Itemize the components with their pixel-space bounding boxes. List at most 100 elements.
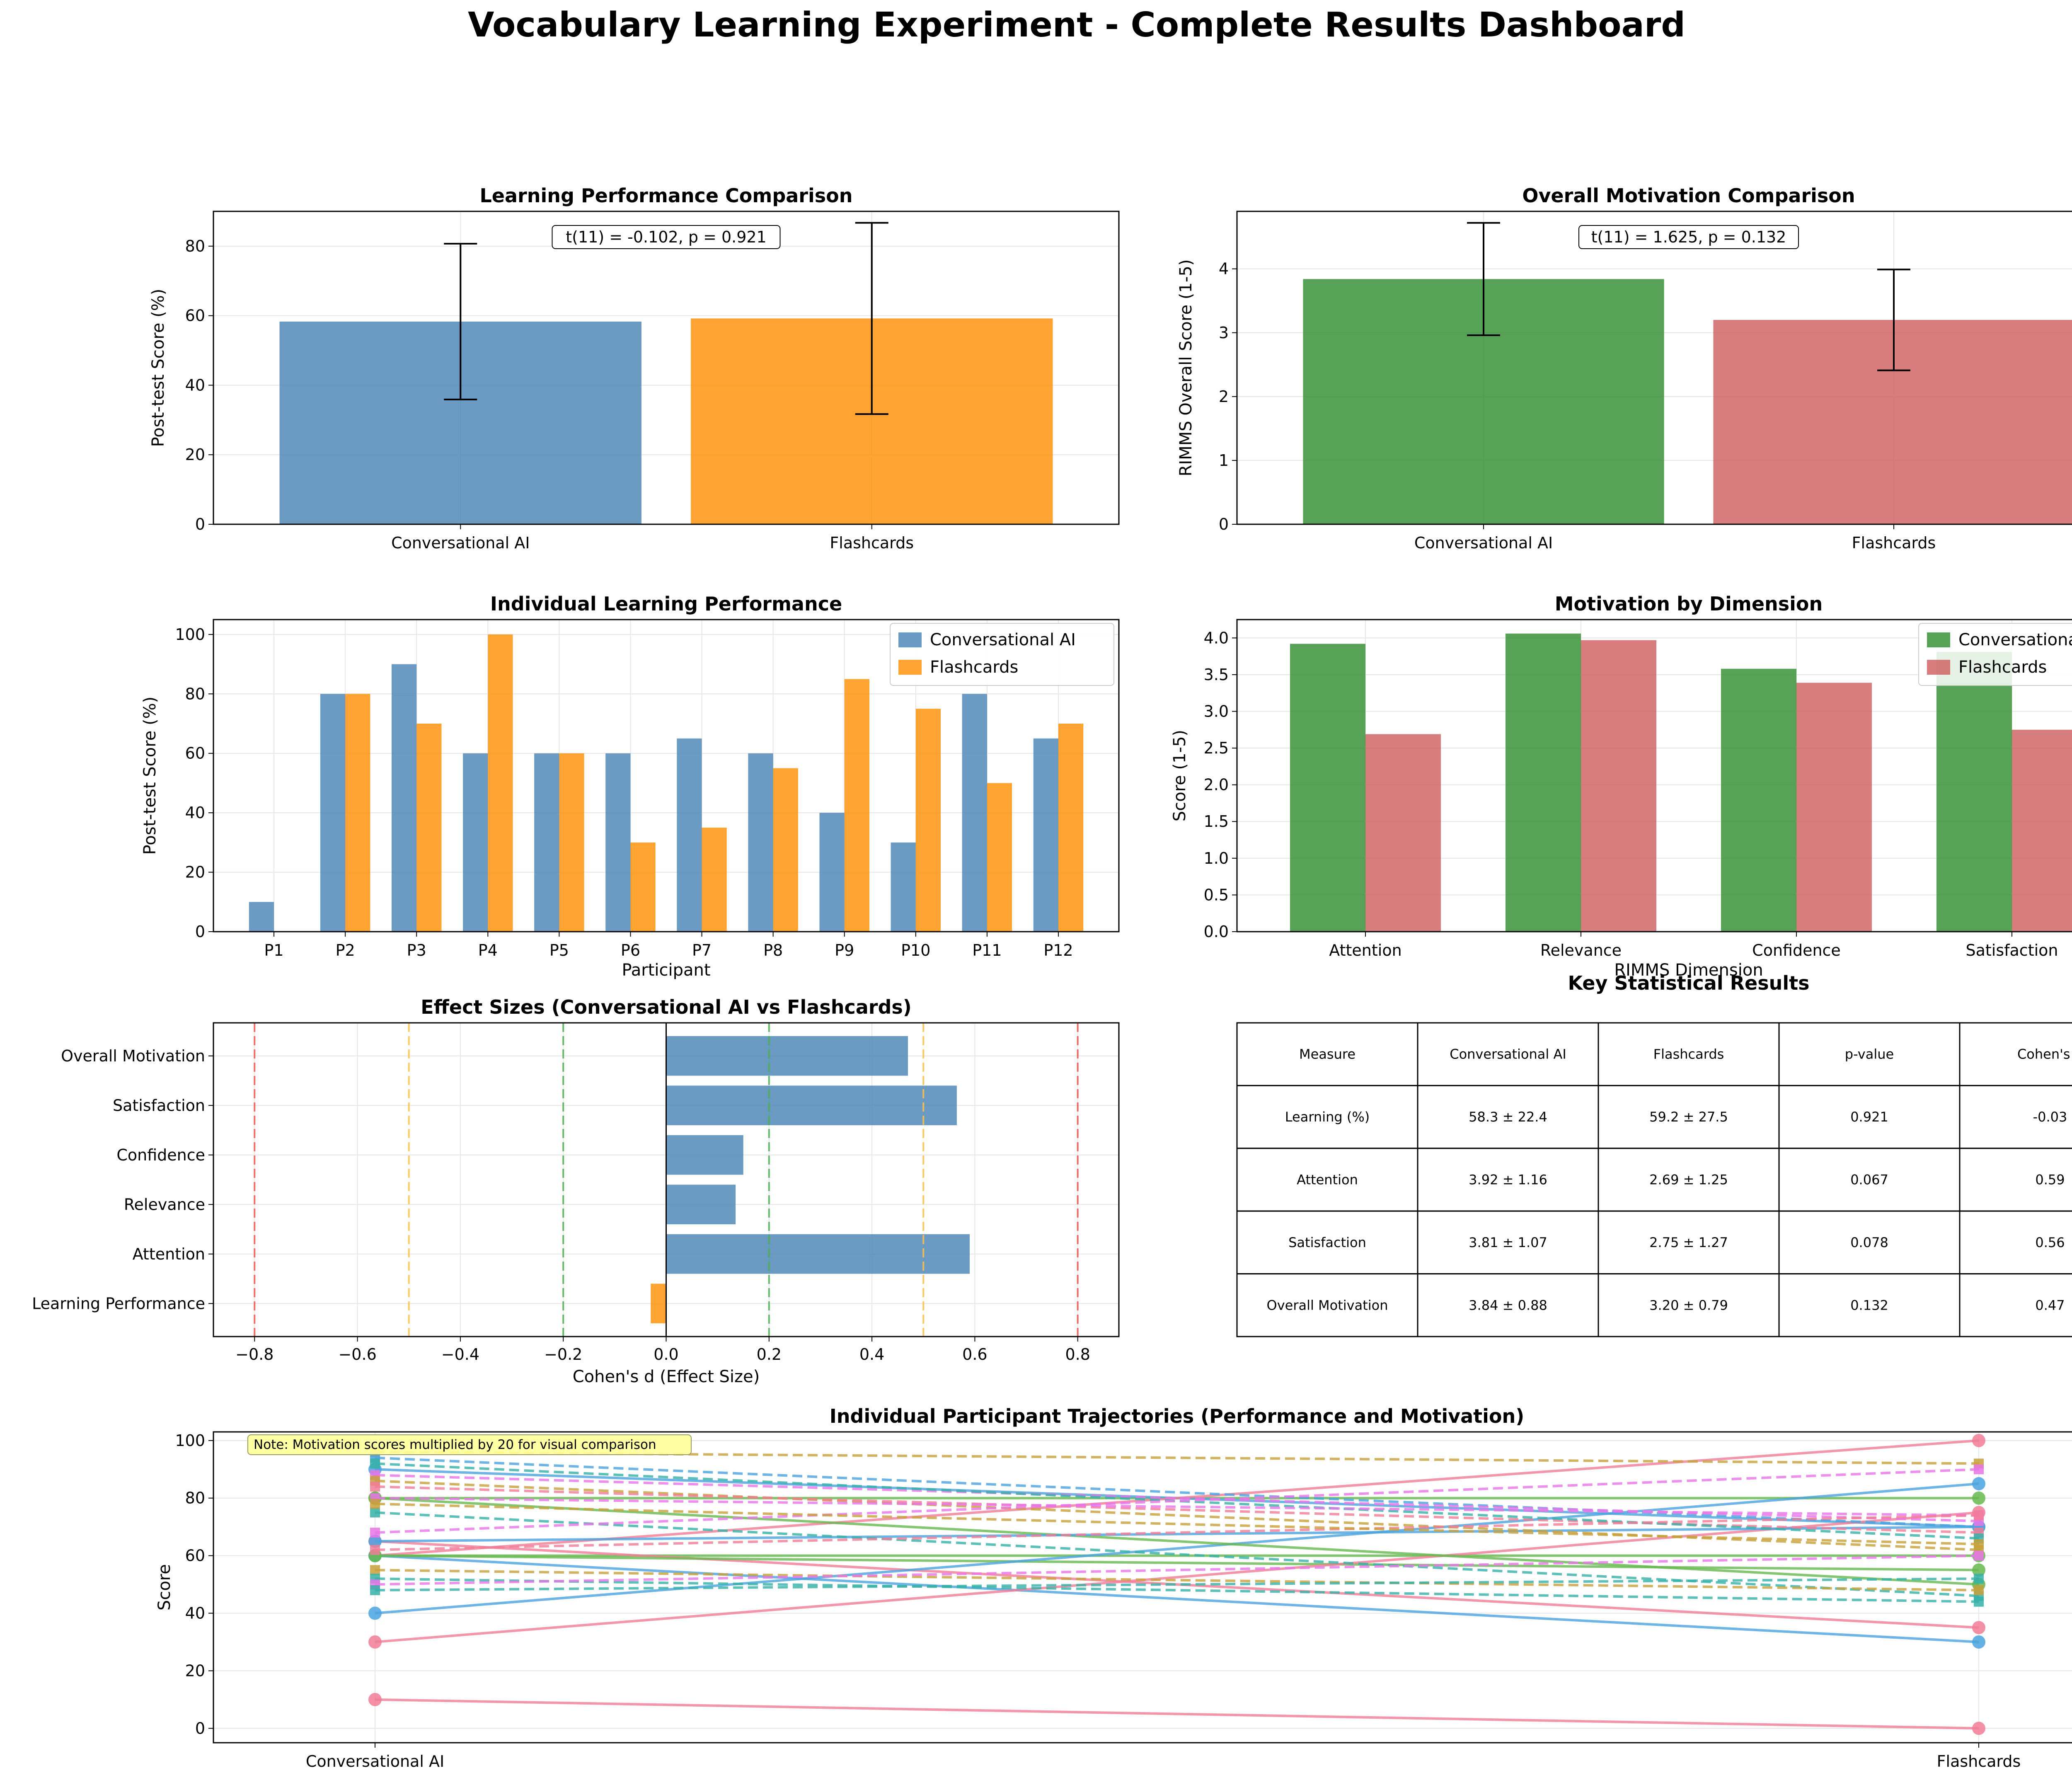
trajectories-xtick-label: Conversational AI bbox=[306, 1752, 444, 1770]
trajectories-note: Note: Motivation scores multiplied by 20… bbox=[254, 1437, 656, 1452]
trajectory-point bbox=[370, 1565, 380, 1575]
trajectory-point bbox=[368, 1606, 382, 1620]
trajectories-title: Individual Participant Trajectories (Per… bbox=[830, 1405, 1525, 1427]
trajectory-point bbox=[1972, 1563, 1985, 1577]
trajectory-point bbox=[1974, 1510, 1984, 1521]
table-cell-text: 0.921 bbox=[1850, 1109, 1888, 1125]
dimension-xtick-label: Satisfaction bbox=[1965, 941, 2058, 959]
effect-xtick-label: 0.8 bbox=[1065, 1345, 1090, 1364]
trajectories-ytick-label: 0 bbox=[195, 1719, 205, 1737]
table-cell-text: 3.92 ± 1.16 bbox=[1469, 1172, 1547, 1188]
table-cell-text: 3.20 ± 0.79 bbox=[1649, 1297, 1728, 1313]
effect-xtick-label: 0.0 bbox=[654, 1345, 678, 1364]
dimension-ytick-label: 3.5 bbox=[1204, 666, 1229, 684]
learning-ytick-label: 40 bbox=[185, 376, 205, 394]
table-cell-text: 0.59 bbox=[2035, 1172, 2065, 1188]
trajectories-xtick-label: Flashcards bbox=[1937, 1752, 2021, 1770]
trajectory-point bbox=[1972, 1722, 1985, 1735]
individual-ylabel: Post-test Score (%) bbox=[140, 697, 160, 855]
individual-bar bbox=[630, 842, 656, 932]
individual-ytick-label: 20 bbox=[185, 863, 205, 882]
table-cell bbox=[1778, 1085, 1961, 1149]
trajectory-line bbox=[375, 1540, 1979, 1629]
table-cell bbox=[1417, 1210, 1599, 1275]
trajectory-line bbox=[375, 1502, 1979, 1545]
table-cell-text: Overall Motivation bbox=[1267, 1297, 1388, 1313]
individual-bar bbox=[915, 709, 941, 932]
dimension-legend-swatch bbox=[1927, 632, 1950, 647]
trajectories-note-box bbox=[247, 1434, 692, 1455]
table-cell bbox=[1236, 1148, 1418, 1212]
individual-xtick-label: P5 bbox=[549, 941, 569, 959]
motivation-ytick-label: 3 bbox=[1219, 324, 1229, 342]
table-header-text: Conversational AI bbox=[1450, 1046, 1566, 1062]
trajectory-line bbox=[375, 1577, 1979, 1603]
table-cell bbox=[1778, 1273, 1961, 1337]
trajectory-point bbox=[1972, 1477, 1985, 1490]
dimension-bar bbox=[1796, 683, 1872, 932]
individual-bar bbox=[249, 902, 274, 932]
dimension-chart: 0.0 0.5 1.0 1.5 2.0 2.5 3.0 3.5 4.0 Attention Rele… bbox=[1170, 593, 2072, 980]
effect-ytick-label: Attention bbox=[133, 1245, 205, 1263]
table-cell-text: 0.56 bbox=[2035, 1235, 2065, 1250]
motivation-ytick-label: 0 bbox=[1219, 515, 1229, 533]
individual-legend-label: Conversational AI bbox=[930, 630, 1076, 649]
table-cell-text: 3.84 ± 0.88 bbox=[1469, 1297, 1547, 1313]
dimension-legend-label: Conversational AI bbox=[1958, 630, 2072, 649]
trajectory-point bbox=[370, 1585, 380, 1595]
effect-bar bbox=[666, 1085, 957, 1126]
individual-chart: 0 20 40 60 80 100 P1 P2 P3 P4 P5 P6 P7 P8 P9 P10 P11 P12 I… bbox=[140, 593, 1120, 980]
trajectory-line bbox=[375, 1569, 1979, 1591]
table-cell bbox=[1236, 1210, 1418, 1275]
motivation-stat-annotation-box bbox=[1578, 225, 1799, 249]
stats-table-title: Key Statistical Results bbox=[1568, 972, 1809, 994]
effect-xtick-label: −0.6 bbox=[338, 1345, 376, 1364]
individual-legend-swatch bbox=[898, 632, 922, 647]
individual-title: Individual Learning Performance bbox=[490, 593, 842, 615]
learning-stat-annotation: t(11) = -0.102, p = 0.921 bbox=[566, 228, 766, 246]
learning-ytick-label: 60 bbox=[185, 307, 205, 325]
dimension-bar bbox=[1365, 734, 1441, 932]
learning-xtick-label: Conversational AI bbox=[391, 534, 530, 552]
individual-ytick-label: 80 bbox=[185, 685, 205, 703]
dashboard-title: Vocabulary Learning Experiment - Complet… bbox=[468, 5, 1685, 45]
learning-axes-frame bbox=[213, 211, 1120, 525]
individual-bar bbox=[391, 664, 417, 932]
individual-bar bbox=[416, 724, 442, 932]
individual-xtick-label: P3 bbox=[407, 941, 426, 959]
table-cell bbox=[1959, 1210, 2072, 1275]
individual-legend-label: Flashcards bbox=[930, 658, 1018, 677]
table-cell-text: -0.03 bbox=[2033, 1109, 2067, 1125]
individual-bar bbox=[1058, 724, 1084, 932]
individual-xtick-label: P12 bbox=[1043, 941, 1073, 959]
learning-chart: 0 20 40 60 80 Conversational AI Flashcards Lear… bbox=[149, 184, 1120, 552]
effect-xtick-label: −0.8 bbox=[235, 1345, 274, 1364]
individual-bar bbox=[702, 828, 727, 932]
trajectory-point bbox=[1972, 1635, 1985, 1649]
dimension-xtick-label: Relevance bbox=[1540, 941, 1622, 959]
dimension-bar bbox=[1290, 644, 1365, 932]
effect-xlabel: Cohen's d (Effect Size) bbox=[573, 1367, 760, 1386]
table-cell-text: 58.3 ± 22.4 bbox=[1469, 1109, 1547, 1125]
individual-xtick-label: P10 bbox=[901, 941, 930, 959]
table-cell-text: 0.078 bbox=[1850, 1235, 1888, 1250]
dimension-ytick-label: 1.5 bbox=[1204, 812, 1229, 831]
effect-chart: −0.8 −0.6 −0.4 −0.2 0.0 0.2 0.4 0.6 0.8 Learning … bbox=[32, 996, 1120, 1386]
individual-bar bbox=[819, 813, 845, 932]
trajectory-point bbox=[370, 1528, 380, 1538]
individual-xtick-label: P7 bbox=[692, 941, 712, 959]
table-cell-text: 0.47 bbox=[2035, 1297, 2065, 1313]
trajectory-point bbox=[1974, 1464, 1984, 1475]
trajectory-line bbox=[375, 1526, 1979, 1543]
table-cell-text: Attention bbox=[1297, 1172, 1358, 1188]
dimension-title: Motivation by Dimension bbox=[1555, 593, 1823, 615]
trajectory-line bbox=[375, 1497, 1979, 1517]
dimension-ylabel: Score (1-5) bbox=[1170, 730, 1189, 821]
trajectory-line bbox=[375, 1497, 1979, 1586]
dimension-xtick-label: Confidence bbox=[1752, 941, 1841, 959]
table-cell bbox=[1417, 1273, 1599, 1337]
motivation-xtick-label: Conversational AI bbox=[1414, 534, 1553, 552]
individual-xtick-label: P9 bbox=[835, 941, 854, 959]
dimension-bar bbox=[1721, 668, 1796, 932]
